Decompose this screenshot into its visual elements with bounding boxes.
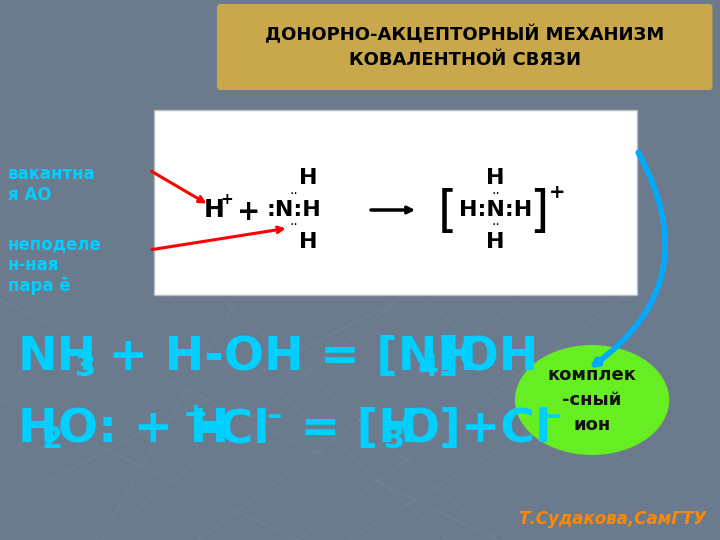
Text: +: + (549, 183, 565, 201)
Text: = [H: = [H (284, 408, 418, 453)
FancyBboxPatch shape (217, 4, 713, 90)
Text: –: – (266, 402, 282, 430)
Text: ··: ·· (491, 187, 500, 201)
Text: 2: 2 (42, 426, 63, 455)
Text: 3: 3 (75, 354, 96, 382)
Text: H: H (486, 168, 505, 188)
Text: вакантна
я АО: вакантна я АО (8, 165, 96, 204)
Text: +: + (183, 402, 209, 430)
Text: 3: 3 (384, 426, 405, 455)
Text: ··: ·· (289, 218, 298, 232)
Text: O]+Cl: O]+Cl (400, 408, 552, 453)
Text: комплек
-сный
ион: комплек -сный ион (548, 366, 636, 434)
Text: –: – (545, 402, 561, 430)
Text: неподеле
н-ная
пара ē: неподеле н-ная пара ē (8, 235, 102, 295)
Text: H: H (300, 168, 318, 188)
Text: 4: 4 (418, 354, 439, 382)
Text: H: H (18, 408, 58, 453)
FancyBboxPatch shape (154, 110, 637, 295)
Text: ··: ·· (289, 187, 298, 201)
Ellipse shape (515, 345, 669, 455)
Text: + H-OH = [NH: + H-OH = [NH (91, 335, 477, 381)
Text: O: + H: O: + H (58, 408, 229, 453)
Text: Т.Судакова,СамГТУ: Т.Судакова,СамГТУ (518, 510, 706, 528)
Text: ]OH: ]OH (438, 335, 539, 381)
Text: H: H (486, 232, 505, 252)
Text: [: [ (438, 188, 457, 236)
Text: -Cl: -Cl (199, 408, 269, 453)
Text: H: H (300, 232, 318, 252)
Text: ]: ] (530, 188, 549, 236)
Text: H:N:H: H:N:H (459, 200, 532, 220)
Text: +: + (220, 192, 233, 207)
Text: +: + (237, 198, 261, 226)
Text: H: H (204, 198, 225, 222)
Text: ДОНОРНО-АКЦЕПТОРНЫЙ МЕХАНИЗМ
КОВАЛЕНТНОЙ СВЯЗИ: ДОНОРНО-АКЦЕПТОРНЫЙ МЕХАНИЗМ КОВАЛЕНТНОЙ… (265, 25, 665, 69)
Text: ··: ·· (491, 218, 500, 232)
Text: NH: NH (18, 335, 97, 381)
Text: :N:H: :N:H (266, 200, 321, 220)
